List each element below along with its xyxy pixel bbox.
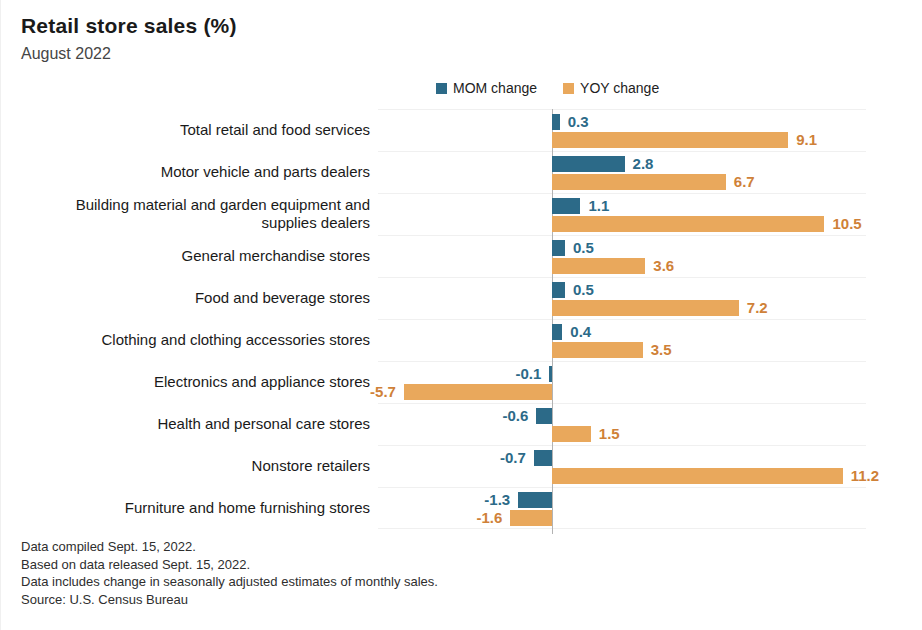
category-label: Food and beverage stores xyxy=(21,277,378,319)
yoy-value-label: 7.2 xyxy=(747,300,768,316)
row-plot: 0.4 3.5 xyxy=(378,319,866,361)
chart-legend: MOM change YOY change xyxy=(436,80,866,96)
category-label: Nonstore retailers xyxy=(21,445,378,487)
mom-bar xyxy=(552,198,581,214)
legend-label-mom: MOM change xyxy=(453,80,537,96)
footnote-line: Data includes change in seasonally adjus… xyxy=(21,573,922,591)
mom-value-label: -0.6 xyxy=(502,408,528,424)
bar-chart: MOM change YOY change Total retail and f… xyxy=(21,80,866,529)
mom-bar xyxy=(552,282,565,298)
mom-bar xyxy=(534,450,552,466)
chart-subtitle: August 2022 xyxy=(21,45,922,63)
row-plot: 0.3 9.1 xyxy=(378,109,866,151)
mom-bar xyxy=(552,156,625,172)
mom-value-label: 0.3 xyxy=(568,114,589,130)
footnote-line: Source: U.S. Census Bureau xyxy=(21,591,922,609)
row-plot: 0.5 3.6 xyxy=(378,235,866,277)
legend-label-yoy: YOY change xyxy=(580,80,659,96)
yoy-bar xyxy=(552,216,825,232)
chart-row: Nonstore retailers-0.711.2 xyxy=(21,445,866,487)
yoy-bar xyxy=(552,342,643,358)
category-label: Furniture and home furnishing stores xyxy=(21,487,378,529)
mom-bar xyxy=(549,366,552,382)
yoy-value-label: 1.5 xyxy=(599,426,620,442)
yoy-bar xyxy=(552,426,591,442)
yoy-value-label: 9.1 xyxy=(796,132,817,148)
chart-row: Motor vehicle and parts dealers 2.8 6.7 xyxy=(21,151,866,193)
footnotes: Data compiled Sept. 15, 2022. Based on d… xyxy=(21,538,922,608)
mom-value-label: 0.5 xyxy=(573,240,594,256)
mom-value-label: 0.5 xyxy=(573,282,594,298)
legend-item-yoy: YOY change xyxy=(563,80,659,96)
row-plot: 1.1 10.5 xyxy=(378,193,866,235)
row-plot: 0.5 7.2 xyxy=(378,277,866,319)
row-plot: -0.6 1.5 xyxy=(378,403,866,445)
yoy-value-label: 3.5 xyxy=(651,342,672,358)
chart-row: Clothing and clothing accessories stores… xyxy=(21,319,866,361)
chart-row: General merchandise stores 0.5 3.6 xyxy=(21,235,866,277)
chart-row: Furniture and home furnishing stores-1.3… xyxy=(21,487,866,529)
legend-item-mom: MOM change xyxy=(436,80,537,96)
footnote-line: Data compiled Sept. 15, 2022. xyxy=(21,538,922,556)
yoy-value-label: 6.7 xyxy=(734,174,755,190)
chart-plot-area: Total retail and food services 0.3 9.1 Moto… xyxy=(21,109,866,529)
chart-row: Total retail and food services 0.3 9.1 xyxy=(21,109,866,151)
chart-row: Food and beverage stores 0.5 7.2 xyxy=(21,277,866,319)
category-label: Clothing and clothing accessories stores xyxy=(21,319,378,361)
mom-value-label: 2.8 xyxy=(633,156,654,172)
yoy-bar xyxy=(510,510,552,526)
category-label: Electronics and appliance stores xyxy=(21,361,378,403)
chart-row: Health and personal care stores -0.6 1.5 xyxy=(21,403,866,445)
mom-bar xyxy=(552,324,562,340)
category-label: General merchandise stores xyxy=(21,235,378,277)
row-plot: 2.8 6.7 xyxy=(378,151,866,193)
row-plot: -0.1-5.7 xyxy=(378,361,866,403)
yoy-bar xyxy=(552,132,788,148)
mom-bar xyxy=(536,408,552,424)
yoy-value-label: -1.6 xyxy=(477,510,503,526)
mom-value-label: 1.1 xyxy=(588,198,609,214)
chart-row: Electronics and appliance stores-0.1-5.7 xyxy=(21,361,866,403)
mom-value-label: -1.3 xyxy=(484,492,510,508)
yoy-value-label: 10.5 xyxy=(832,216,861,232)
yoy-value-label: 11.2 xyxy=(851,468,879,484)
yoy-bar xyxy=(552,258,645,274)
row-plot: -1.3 -1.6 xyxy=(378,487,866,529)
yoy-swatch-icon xyxy=(563,83,574,94)
mom-bar xyxy=(552,114,560,130)
category-label: Building material and garden equipment a… xyxy=(21,193,378,235)
category-label: Motor vehicle and parts dealers xyxy=(21,151,378,193)
chart-row: Building material and garden equipment a… xyxy=(21,193,866,235)
category-label: Total retail and food services xyxy=(21,109,378,151)
yoy-bar xyxy=(404,384,552,400)
yoy-bar xyxy=(552,468,843,484)
yoy-value-label: 3.6 xyxy=(653,258,674,274)
yoy-bar xyxy=(552,300,739,316)
mom-bar xyxy=(552,240,565,256)
chart-title: Retail store sales (%) xyxy=(21,14,922,38)
mom-value-label: -0.7 xyxy=(500,450,526,466)
mom-value-label: -0.1 xyxy=(515,366,541,382)
yoy-value-label: -5.7 xyxy=(370,384,396,400)
mom-value-label: 0.4 xyxy=(570,324,591,340)
mom-swatch-icon xyxy=(436,83,447,94)
row-plot: -0.711.2 xyxy=(378,445,866,487)
mom-bar xyxy=(518,492,552,508)
category-label: Health and personal care stores xyxy=(21,403,378,445)
yoy-bar xyxy=(552,174,726,190)
chart-card: Retail store sales (%) August 2022 MOM c… xyxy=(0,0,922,630)
footnote-line: Based on data released Sept. 15, 2022. xyxy=(21,556,922,574)
